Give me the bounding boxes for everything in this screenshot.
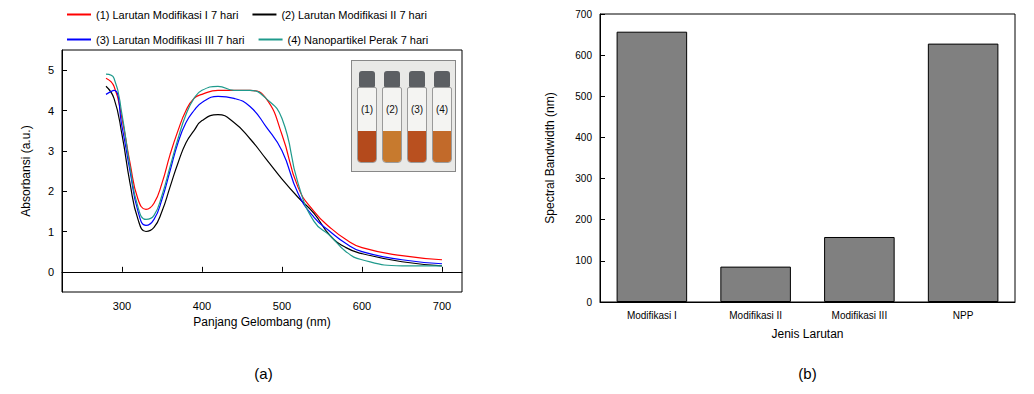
svg-text:200: 200 <box>575 214 592 225</box>
svg-text:400: 400 <box>575 132 592 143</box>
svg-text:2: 2 <box>48 185 54 197</box>
svg-text:(4) Nanopartikel Perak 7 hari: (4) Nanopartikel Perak 7 hari <box>288 34 429 46</box>
svg-text:Modifikasi III: Modifikasi III <box>832 310 888 321</box>
svg-text:Spectral Bandwidth (nm): Spectral Bandwidth (nm) <box>543 92 557 223</box>
svg-text:Modifikasi I: Modifikasi I <box>627 310 677 321</box>
svg-text:400: 400 <box>193 300 211 312</box>
svg-text:300: 300 <box>575 173 592 184</box>
html-text:(1): (1) <box>360 104 374 116</box>
svg-text:700: 700 <box>575 9 592 20</box>
html-text:(b): (b) <box>798 365 817 382</box>
svg-text:Panjang Gelombang (nm): Panjang Gelombang (nm) <box>193 315 330 329</box>
svg-text:Modifikasi II: Modifikasi II <box>729 310 782 321</box>
svg-text:4: 4 <box>48 105 54 117</box>
html-text:(3): (3) <box>410 104 424 116</box>
svg-text:NPP: NPP <box>953 310 974 321</box>
html-text:(2): (2) <box>385 104 399 116</box>
svg-text:300: 300 <box>113 300 131 312</box>
html-text:(4): (4) <box>435 104 449 116</box>
svg-text:(3) Larutan Modifikasi III 7 h: (3) Larutan Modifikasi III 7 hari <box>96 34 245 46</box>
svg-text:0: 0 <box>586 297 592 308</box>
svg-text:1: 1 <box>48 226 54 238</box>
svg-text:5: 5 <box>48 64 54 76</box>
svg-text:Absorbansi (a.u.): Absorbansi (a.u.) <box>19 125 33 216</box>
html-text:(a): (a) <box>254 365 273 382</box>
svg-text:500: 500 <box>575 91 592 102</box>
svg-text:700: 700 <box>433 300 451 312</box>
svg-text:(2) Larutan Modifikasi II 7 ha: (2) Larutan Modifikasi II 7 hari <box>281 9 427 21</box>
svg-text:Jenis Larutan: Jenis Larutan <box>771 327 843 341</box>
svg-text:3: 3 <box>48 145 54 157</box>
svg-text:100: 100 <box>575 255 592 266</box>
svg-text:500: 500 <box>273 300 291 312</box>
svg-text:(1) Larutan Modifikasi I 7 har: (1) Larutan Modifikasi I 7 hari <box>96 9 238 21</box>
svg-text:600: 600 <box>353 300 371 312</box>
svg-text:600: 600 <box>575 50 592 61</box>
svg-text:0: 0 <box>48 266 54 278</box>
